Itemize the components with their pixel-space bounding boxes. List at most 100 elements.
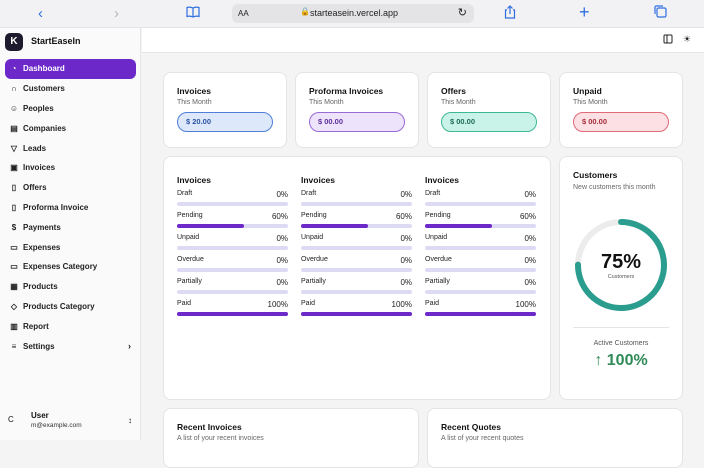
box-icon: ▦ bbox=[10, 282, 18, 292]
file-text-icon: ▯ bbox=[11, 202, 17, 212]
sidebar-item-label: Expenses bbox=[23, 242, 61, 252]
tabs-icon[interactable] bbox=[654, 5, 667, 23]
active-customers-label: Active Customers bbox=[593, 340, 649, 347]
sidebar-item-products-category[interactable]: ◇ Products Category bbox=[5, 297, 136, 317]
user-email: m@example.com bbox=[31, 422, 82, 429]
sidebar-item-offers[interactable]: ▯ Offers bbox=[5, 178, 136, 198]
sidebar-toggle-icon[interactable] bbox=[663, 34, 673, 46]
status-label: Pending bbox=[425, 212, 451, 219]
chart-icon: ▥ bbox=[10, 321, 18, 331]
summary-card-offers: Offers This Month $ 00.00 bbox=[427, 72, 551, 148]
new-tab-icon[interactable]: + bbox=[579, 2, 590, 22]
status-percent: 0% bbox=[524, 234, 536, 243]
ring-percent: 75% bbox=[600, 251, 642, 273]
customers-subtitle: New customers this month bbox=[573, 184, 656, 191]
share-icon[interactable] bbox=[504, 5, 516, 24]
tag-icon: ◇ bbox=[10, 301, 18, 311]
sidebar-item-label: Leads bbox=[23, 143, 47, 153]
sidebar-item-expenses[interactable]: ▭ Expenses bbox=[5, 237, 136, 257]
sidebar-item-settings[interactable]: ≡ Settings › bbox=[5, 336, 136, 356]
amount-badge: $ 00.00 bbox=[573, 112, 669, 132]
sidebar-item-label: Offers bbox=[23, 183, 47, 193]
active-customers-percent: 100% bbox=[606, 352, 648, 369]
status-column: Invoices Draft 0% Pending 60% Unpaid 0% … bbox=[301, 175, 412, 322]
recent-quotes-subtitle: A list of your recent quotes bbox=[441, 435, 524, 442]
dollar-icon: $ bbox=[11, 222, 17, 232]
summary-card-title: Offers bbox=[441, 86, 467, 96]
recent-invoices-title: Recent Invoices bbox=[177, 422, 242, 432]
progress-fill bbox=[301, 224, 368, 228]
reload-icon[interactable]: ↻ bbox=[457, 7, 467, 19]
address-bar[interactable]: AA 🔒 starteasein.vercel.app ↻ bbox=[232, 4, 474, 23]
wallet-icon: ▭ bbox=[10, 242, 18, 252]
status-row: Unpaid 0% bbox=[425, 234, 536, 256]
theme-toggle-icon[interactable]: ☀ bbox=[683, 34, 692, 44]
dashboard-icon: ◔ bbox=[11, 64, 17, 74]
status-label: Pending bbox=[301, 212, 327, 219]
progress-track bbox=[177, 290, 288, 294]
status-label: Paid bbox=[301, 300, 316, 307]
status-percent: 60% bbox=[395, 212, 412, 221]
divider bbox=[573, 327, 669, 328]
headset-icon: ∩ bbox=[11, 84, 17, 94]
status-label: Paid bbox=[425, 300, 440, 307]
progress-track bbox=[425, 290, 536, 294]
status-percent: 60% bbox=[519, 212, 536, 221]
status-percent: 0% bbox=[400, 256, 412, 265]
sidebar-item-peoples[interactable]: ☺ Peoples bbox=[5, 99, 136, 119]
progress-track bbox=[177, 268, 288, 272]
sidebar-item-invoices[interactable]: ▣ Invoices bbox=[5, 158, 136, 178]
settings-icon: ≡ bbox=[11, 341, 17, 351]
status-column-title: Invoices bbox=[177, 175, 212, 185]
status-row: Partially 0% bbox=[301, 278, 412, 300]
book-icon[interactable] bbox=[186, 5, 200, 23]
sidebar-item-products[interactable]: ▦ Products bbox=[5, 277, 136, 297]
progress-track bbox=[301, 224, 412, 228]
file-icon: ▯ bbox=[11, 183, 17, 193]
customers-card: Customers New customers this month 75% C… bbox=[559, 156, 683, 400]
progress-track bbox=[425, 202, 536, 206]
sidebar-item-label: Report bbox=[23, 321, 49, 331]
building-icon: ▤ bbox=[10, 123, 18, 133]
status-label: Draft bbox=[177, 190, 193, 197]
sidebar-item-customers[interactable]: ∩ Customers bbox=[5, 79, 136, 99]
status-row: Paid 100% bbox=[177, 300, 288, 322]
user-name: User bbox=[31, 411, 49, 420]
status-row: Paid 100% bbox=[425, 300, 536, 322]
status-percent: 0% bbox=[400, 234, 412, 243]
status-label: Draft bbox=[301, 190, 317, 197]
sidebar-item-payments[interactable]: $ Payments bbox=[5, 217, 136, 237]
sidebar-item-leads[interactable]: ▽ Leads bbox=[5, 138, 136, 158]
sidebar-item-companies[interactable]: ▤ Companies bbox=[5, 118, 136, 138]
sidebar-item-expenses-category[interactable]: ▭ Expenses Category bbox=[5, 257, 136, 277]
status-row: Unpaid 0% bbox=[177, 234, 288, 256]
main-content: Invoices This Month $ 20.00 Proforma Inv… bbox=[142, 53, 704, 468]
summary-card-invoices: Invoices This Month $ 20.00 bbox=[163, 72, 287, 148]
status-row: Pending 60% bbox=[177, 212, 288, 234]
status-label: Partially bbox=[425, 278, 450, 285]
status-percent: 100% bbox=[267, 300, 288, 309]
status-percent: 0% bbox=[524, 278, 536, 287]
users-icon: ☺ bbox=[9, 103, 19, 113]
progress-track bbox=[301, 312, 412, 316]
sidebar-item-label: Customers bbox=[23, 84, 65, 94]
status-percent: 100% bbox=[391, 300, 412, 309]
sidebar-item-report[interactable]: ▥ Report bbox=[5, 316, 136, 336]
reader-aa[interactable]: AA bbox=[238, 9, 249, 18]
back-icon[interactable]: ‹ bbox=[38, 5, 43, 22]
recent-invoices-card: Recent Invoices A list of your recent in… bbox=[163, 408, 419, 468]
amount-badge: $ 20.00 bbox=[177, 112, 273, 132]
status-label: Overdue bbox=[425, 256, 452, 263]
status-row: Draft 0% bbox=[177, 190, 288, 212]
status-column: Invoices Draft 0% Pending 60% Unpaid 0% … bbox=[177, 175, 288, 322]
user-menu[interactable]: C User m@example.com ↕ bbox=[5, 410, 136, 434]
status-row: Overdue 0% bbox=[301, 256, 412, 278]
status-column: Invoices Draft 0% Pending 60% Unpaid 0% … bbox=[425, 175, 536, 322]
summary-card-unpaid: Unpaid This Month $ 00.00 bbox=[559, 72, 683, 148]
progress-track bbox=[301, 202, 412, 206]
sidebar-item-proforma-invoice[interactable]: ▯ Proforma Invoice bbox=[5, 198, 136, 218]
sidebar-item-label: Dashboard bbox=[23, 64, 65, 74]
sidebar-item-dashboard[interactable]: ◔ Dashboard bbox=[5, 59, 136, 79]
status-row: Pending 60% bbox=[425, 212, 536, 234]
forward-icon[interactable]: › bbox=[114, 5, 119, 22]
